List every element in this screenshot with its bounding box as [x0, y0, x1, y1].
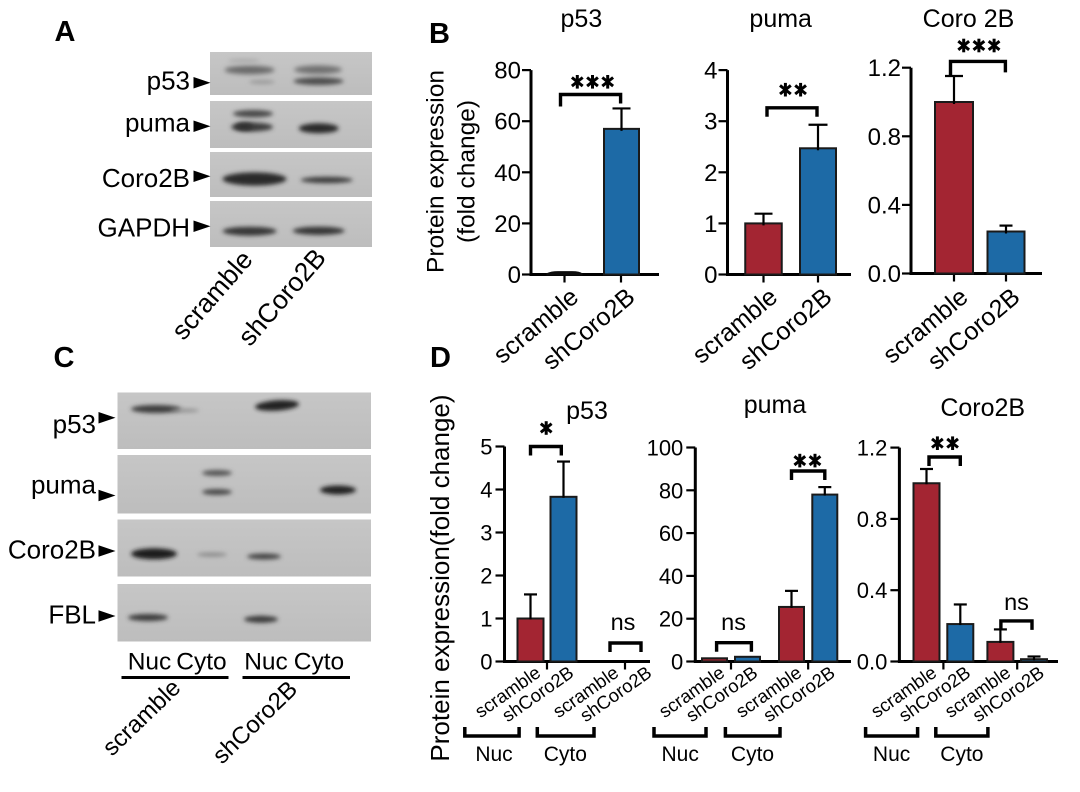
svg-text:0.8: 0.8: [868, 124, 901, 151]
svg-text:p53: p53: [561, 5, 603, 33]
svg-text:Cyto: Cyto: [544, 743, 587, 766]
svg-text:Coro2B: Coro2B: [102, 163, 190, 193]
svg-text:20: 20: [659, 607, 683, 632]
svg-text:0: 0: [508, 262, 521, 289]
svg-text:4: 4: [704, 58, 717, 85]
svg-text:1.2: 1.2: [857, 436, 888, 461]
svg-text:80: 80: [494, 58, 521, 85]
svg-text:3: 3: [480, 521, 492, 546]
svg-text:0.8: 0.8: [857, 507, 888, 532]
svg-text:20: 20: [494, 211, 521, 238]
svg-text:Nuc: Nuc: [128, 649, 172, 676]
svg-text:0.0: 0.0: [868, 261, 901, 288]
svg-text:3: 3: [704, 109, 717, 136]
svg-text:0: 0: [671, 650, 683, 675]
svg-text:scramble: scramble: [97, 674, 186, 761]
svg-text:5: 5: [480, 435, 492, 460]
svg-text:1.2: 1.2: [868, 55, 901, 82]
svg-text:0: 0: [704, 262, 717, 289]
svg-text:40: 40: [494, 160, 521, 187]
svg-text:(fold change): (fold change): [454, 100, 481, 243]
svg-text:0: 0: [480, 650, 492, 675]
svg-text:80: 80: [659, 478, 683, 503]
svg-text:60: 60: [494, 109, 521, 136]
svg-text:2: 2: [704, 160, 717, 187]
svg-text:puma: puma: [125, 108, 191, 138]
svg-text:Protein expression(fold change: Protein expression(fold change): [425, 394, 455, 761]
svg-text:p53: p53: [147, 66, 190, 96]
svg-text:GAPDH: GAPDH: [98, 213, 190, 243]
svg-text:ns: ns: [1004, 589, 1029, 615]
svg-text:Cyto: Cyto: [176, 649, 226, 676]
svg-text:D: D: [430, 342, 451, 374]
svg-text:40: 40: [659, 564, 683, 589]
svg-text:Nuc: Nuc: [244, 649, 288, 676]
svg-text:Cyto: Cyto: [294, 649, 344, 676]
svg-text:Cyto: Cyto: [731, 743, 774, 766]
svg-text:p53: p53: [566, 397, 608, 425]
svg-text:Protein expression: Protein expression: [423, 70, 450, 273]
svg-text:Coro2B: Coro2B: [8, 534, 96, 564]
svg-text:1: 1: [480, 607, 492, 632]
svg-text:Nuc: Nuc: [475, 743, 512, 766]
svg-text:60: 60: [659, 521, 683, 546]
svg-text:puma: puma: [31, 470, 97, 500]
svg-text:1: 1: [704, 211, 717, 238]
svg-text:100: 100: [647, 436, 684, 461]
svg-text:FBL: FBL: [48, 600, 96, 630]
svg-text:p53: p53: [53, 409, 96, 439]
svg-text:puma: puma: [744, 391, 807, 419]
svg-text:B: B: [429, 18, 450, 50]
svg-text:Cyto: Cyto: [940, 743, 983, 766]
svg-text:ns: ns: [721, 609, 746, 635]
svg-text:ns: ns: [611, 609, 636, 635]
svg-text:Coro2B: Coro2B: [940, 394, 1025, 422]
svg-text:shCoro2B: shCoro2B: [207, 676, 303, 770]
svg-text:0.4: 0.4: [857, 578, 888, 603]
svg-text:puma: puma: [749, 5, 812, 33]
svg-text:4: 4: [480, 478, 492, 503]
svg-text:2: 2: [480, 564, 492, 589]
svg-text:0.0: 0.0: [857, 650, 888, 675]
svg-text:Coro 2B: Coro 2B: [923, 5, 1015, 33]
svg-text:Nuc: Nuc: [662, 743, 699, 766]
svg-text:0.4: 0.4: [868, 192, 901, 219]
svg-text:C: C: [54, 342, 75, 374]
svg-text:A: A: [55, 16, 76, 48]
svg-text:Nuc: Nuc: [873, 743, 910, 766]
